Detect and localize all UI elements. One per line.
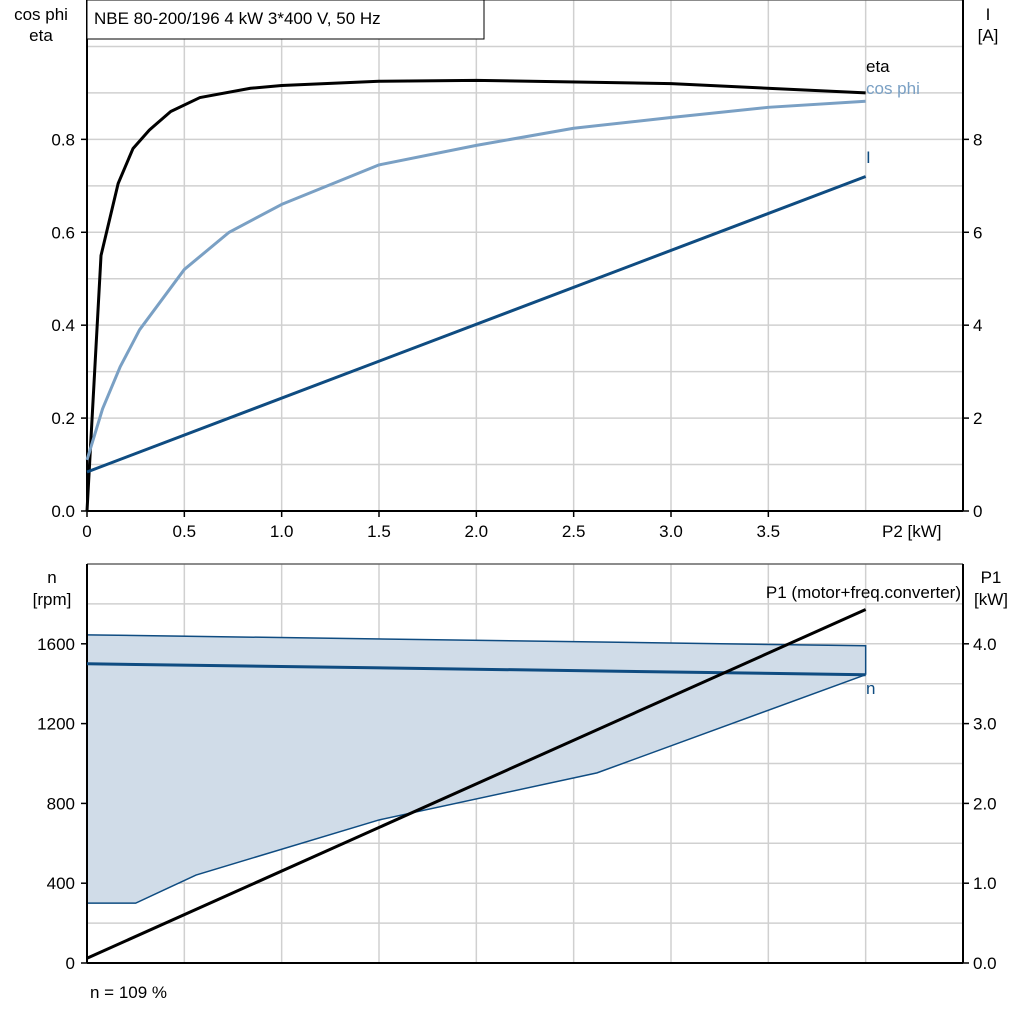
- series-line-p1: [86, 608, 867, 960]
- p1-axis-label-line1: P1: [981, 568, 1002, 587]
- y-tick-label: 0.2: [51, 409, 75, 428]
- y-axis-label-line1: cos phi: [14, 5, 68, 24]
- y2-tick-label: 8: [973, 130, 982, 149]
- operating-range-band: [87, 634, 866, 904]
- n-axis-label-line2: [rpm]: [33, 590, 72, 609]
- x-tick-label: 2.5: [562, 522, 586, 541]
- y2-axis-label-line1: I: [986, 5, 991, 24]
- y-tick-label: 0.8: [51, 130, 75, 149]
- x-tick-label: 3.5: [757, 522, 781, 541]
- series-label-n: n: [866, 679, 875, 698]
- range-lower-edge: [87, 674, 866, 904]
- y2-tick-label: 4: [973, 316, 982, 335]
- y-tick-label: 0.4: [51, 316, 75, 335]
- title-box: [86, 0, 485, 40]
- bottom-chart: 0 400 800 1200 1600 0.0 1.0 2.0 3.0 4.0: [37, 563, 997, 973]
- x-tick-label: 2.0: [465, 522, 489, 541]
- x-tick-label: 0.5: [173, 522, 197, 541]
- y-tick-label: 0.6: [51, 223, 75, 242]
- y2-tick-label: 4.0: [973, 635, 997, 654]
- series-label-p1: P1 (motor+freq.converter): [766, 583, 961, 602]
- series-label-current: I: [866, 148, 871, 167]
- y2-tick-label: 6: [973, 223, 982, 242]
- series-line-cos: [85, 99, 866, 461]
- y2-tick-label: 3.0: [973, 715, 997, 734]
- x-tick-label: 1.0: [270, 522, 294, 541]
- speed-annotation: n = 109 %: [90, 983, 167, 1002]
- y-tick-label: 1600: [37, 635, 75, 654]
- y2-tick-label: 1.0: [973, 874, 997, 893]
- x-tick-label: 1.5: [367, 522, 391, 541]
- chart-title: NBE 80-200/196 4 kW 3*400 V, 50 Hz: [94, 9, 381, 28]
- y-axis-label-line2: eta: [29, 26, 53, 45]
- x-axis-label: P2 [kW]: [882, 522, 942, 541]
- x-tick-label: 3.0: [659, 522, 683, 541]
- range-upper-edge: [86, 634, 867, 675]
- series-line-eta: [85, 78, 866, 512]
- y-tick-label: 0.0: [51, 502, 75, 521]
- y2-tick-label: 2: [973, 409, 982, 428]
- y-tick-label: 400: [47, 874, 75, 893]
- y-tick-label: 800: [47, 794, 75, 813]
- series-line-i: [86, 175, 867, 474]
- x-tick-label: 0: [82, 522, 91, 541]
- y-tick-label: 1200: [37, 715, 75, 734]
- series-line-n: [86, 662, 866, 677]
- series-label-cos-phi: cos phi: [866, 79, 920, 98]
- y2-tick-label: 2.0: [973, 794, 997, 813]
- series-label-eta: eta: [866, 57, 890, 76]
- y2-tick-label: 0.0: [973, 954, 997, 973]
- y2-tick-label: 0: [973, 502, 982, 521]
- p1-axis-label-line2: [kW]: [974, 590, 1008, 609]
- top-chart: 0.0 0.2 0.4 0.6 0.8 0 2 4 6 8 0 0.5 1.0 1.5 2.0 2.5 3.0 3…: [51, 0, 982, 541]
- y2-axis-label-line2: [A]: [978, 26, 999, 45]
- n-axis-label-line1: n: [47, 568, 56, 587]
- y-tick-label: 0: [66, 954, 75, 973]
